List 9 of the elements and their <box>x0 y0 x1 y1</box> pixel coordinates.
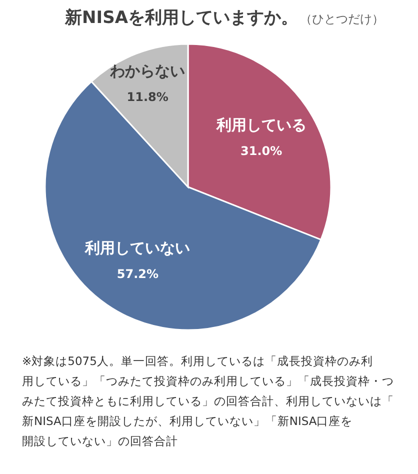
chart-subtitle: （ひとつだけ） <box>300 12 384 26</box>
data-label: 11.8% <box>126 90 168 104</box>
data-label: 31.0% <box>240 144 282 158</box>
slice-label: わからない <box>109 62 186 80</box>
chart-title: 新NISAを利用していますか。 <box>64 8 298 28</box>
slice-label: 利用していない <box>84 239 190 258</box>
data-label: 57.2% <box>116 267 159 282</box>
text: ※対象は5075人。単一回答。利用しているは「成長投資枠のみ利用している」「つみたて投資枠のみ利用している」「成長投資枠・つみたて投資枠ともに利用している」の回答合計、利用していないは「新NISA口座を開設したが、利用していない」「新NISA口座を開設していない」の回答合計 <box>22 354 394 448</box>
slice-label: 利用している <box>215 116 306 134</box>
